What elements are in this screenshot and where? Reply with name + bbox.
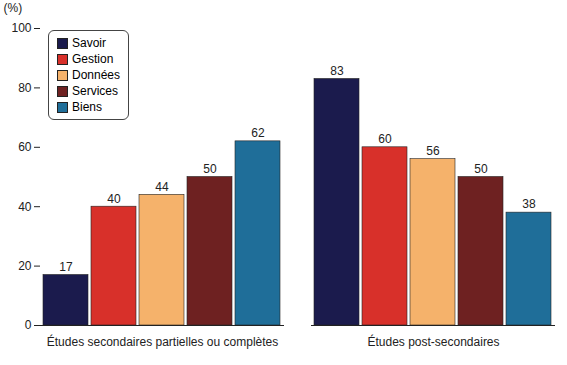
html-text:Savoir: Savoir — [72, 36, 106, 50]
svg-text:40: 40 — [18, 200, 32, 214]
svg-text:80: 80 — [18, 81, 32, 95]
svg-text:44: 44 — [155, 180, 169, 194]
svg-text:17: 17 — [59, 260, 73, 274]
svg-text:20: 20 — [18, 259, 32, 273]
svg-text:40: 40 — [107, 192, 121, 206]
html-text:Biens: Biens — [72, 100, 102, 114]
svg-text:50: 50 — [203, 162, 217, 176]
svg-text:83: 83 — [330, 64, 344, 78]
html-text:Données: Données — [72, 68, 120, 82]
svg-text:60: 60 — [18, 140, 32, 154]
svg-text:0: 0 — [25, 318, 32, 332]
svg-text:60: 60 — [378, 132, 392, 146]
svg-text:(%): (%) — [4, 1, 23, 15]
svg-text:Études post-secondaires: Études post-secondaires — [367, 334, 499, 349]
html-text:Services: Services — [72, 84, 118, 98]
svg-text:38: 38 — [522, 197, 536, 211]
svg-text:56: 56 — [426, 144, 440, 158]
svg-text:62: 62 — [251, 126, 265, 140]
html-text:Gestion: Gestion — [72, 52, 114, 66]
svg-text:100: 100 — [11, 21, 31, 35]
svg-text:Études secondaires partielles: Études secondaires partielles ou complèt… — [47, 334, 278, 349]
svg-text:50: 50 — [474, 162, 488, 176]
